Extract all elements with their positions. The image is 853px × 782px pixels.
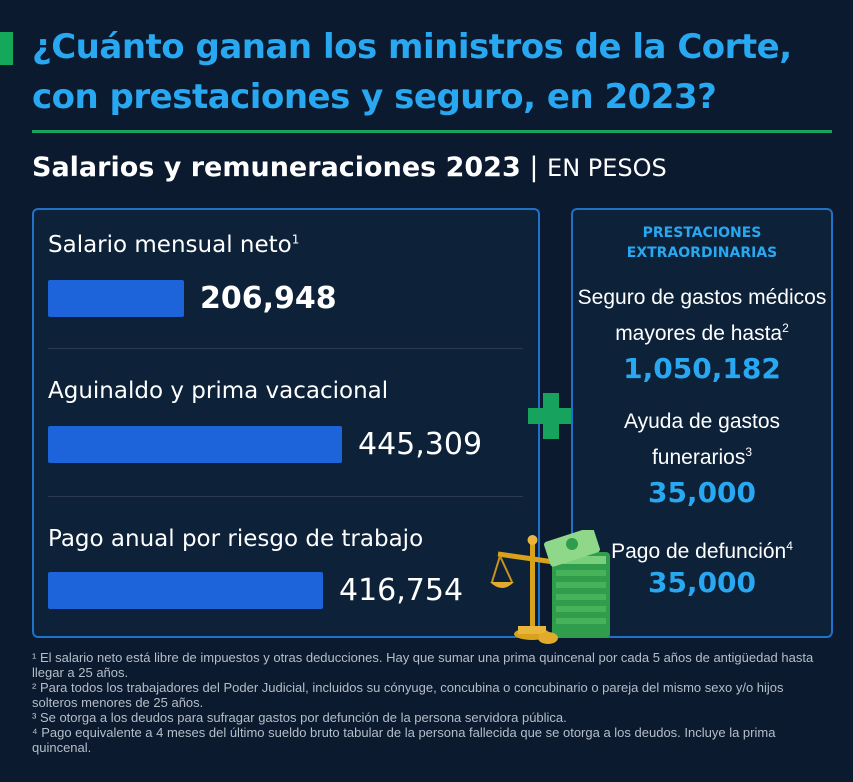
bar-salario-mensual bbox=[48, 280, 184, 317]
benefit-label-2-text: Pago de defunción bbox=[611, 540, 787, 563]
subtitle-separator: | bbox=[529, 152, 539, 183]
benefit-value-0: 1,050,182 bbox=[623, 352, 781, 385]
value-label-0: 206,948 bbox=[200, 281, 337, 316]
salary-panel: Salario mensual neto1 206,948 Aguinaldo … bbox=[32, 208, 540, 638]
page-title: ¿Cuánto ganan los ministros de la Corte,… bbox=[32, 22, 842, 122]
benefit-label-0-line2: mayores de hasta2 bbox=[573, 314, 831, 348]
category-label-2: Pago anual por riesgo de trabajo bbox=[48, 526, 424, 552]
category-label-1: Aguinaldo y prima vacacional bbox=[48, 378, 389, 404]
scale-and-cash-icon bbox=[490, 530, 610, 644]
footnote-3: ³ Se otorga a los deudos para sufragar g… bbox=[32, 710, 567, 725]
category-text-0: Salario mensual neto bbox=[48, 232, 292, 258]
title-divider bbox=[32, 130, 832, 133]
footnotes: ¹ El salario neto está libre de impuesto… bbox=[32, 650, 832, 755]
benefit-label-1-line1: Ayuda de gastos bbox=[623, 410, 781, 433]
plus-icon bbox=[528, 408, 574, 424]
extraordinary-heading-2: EXTRAORDINARIAS bbox=[626, 245, 778, 261]
extraordinary-panel: PRESTACIONES EXTRAORDINARIAS Seguro de g… bbox=[571, 208, 833, 638]
benefit-value-1: 35,000 bbox=[647, 476, 757, 509]
value-label-2: 416,754 bbox=[339, 573, 464, 608]
benefit-label-0-text: mayores de hasta bbox=[615, 322, 783, 345]
title-line-2: con prestaciones y seguro, en 2023? bbox=[32, 77, 717, 117]
benefit-label-0-line1: Seguro de gastos médicos bbox=[577, 286, 827, 309]
bar-riesgo-trabajo bbox=[48, 572, 323, 609]
benefit-value-2: 35,000 bbox=[647, 566, 757, 599]
footnote-1: ¹ El salario neto está libre de impuesto… bbox=[32, 650, 814, 680]
benefit-label-1-line2: funerarios3 bbox=[573, 438, 831, 472]
category-note-0: 1 bbox=[291, 232, 300, 247]
footnote-4: ⁴ Pago equivalente a 4 meses del último … bbox=[32, 725, 776, 755]
row-separator bbox=[48, 496, 523, 497]
benefit-label-2: Pago de defunción4 bbox=[573, 532, 831, 566]
value-label-1: 445,309 bbox=[358, 427, 483, 462]
chart-subtitle: Salarios y remuneraciones 2023 | EN PESO… bbox=[32, 148, 667, 188]
benefit-label-1-text: funerarios bbox=[651, 446, 746, 469]
subtitle-text: Salarios y remuneraciones 2023 bbox=[32, 152, 521, 183]
benefit-note-0: 2 bbox=[782, 321, 789, 335]
benefit-note-2: 4 bbox=[786, 539, 793, 553]
benefit-note-1: 3 bbox=[745, 445, 753, 459]
footnote-2: ² Para todos los trabajadores del Poder … bbox=[32, 680, 784, 710]
category-label-0: Salario mensual neto1 bbox=[48, 232, 299, 258]
title-accent-bar bbox=[0, 32, 13, 65]
row-separator bbox=[48, 348, 523, 349]
extraordinary-heading-1: PRESTACIONES bbox=[642, 225, 762, 241]
bar-aguinaldo bbox=[48, 426, 342, 463]
subtitle-unit: EN PESOS bbox=[547, 154, 667, 182]
title-line-1: ¿Cuánto ganan los ministros de la Corte, bbox=[32, 27, 792, 67]
